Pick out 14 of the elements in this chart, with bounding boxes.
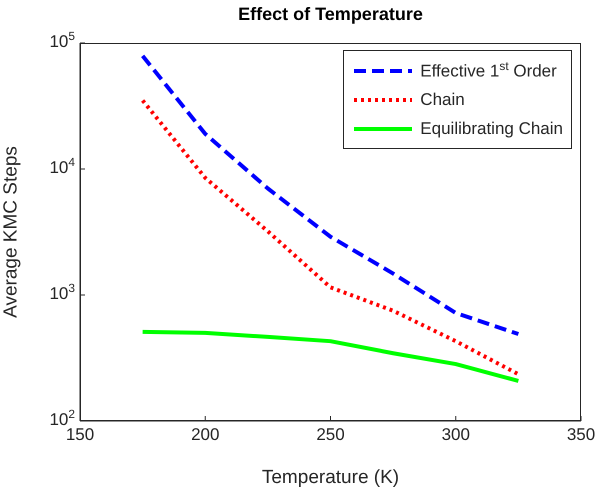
y-axis-title: Average KMC Steps [0,146,22,318]
chart-title: Effect of Temperature [237,4,424,25]
y-tick-label: 10$^{3}$ [49,281,76,303]
x-tick-label: 300 [442,425,470,444]
x-tick-label: 350 [566,425,596,444]
legend-label: Equilibrating Chain [420,118,563,138]
y-tick-label: 10$^{4}$ [49,155,76,177]
x-axis-title: Temperature (K) [262,467,400,488]
x-tick-label: 250 [316,425,345,444]
legend-label: Effective 1$^{st}$ Order [420,59,557,81]
x-tick-label: 200 [191,425,220,444]
legend-label: Chain [420,90,465,108]
y-tick-label: 10$^{5}$ [49,29,76,51]
line-series [140,330,520,383]
